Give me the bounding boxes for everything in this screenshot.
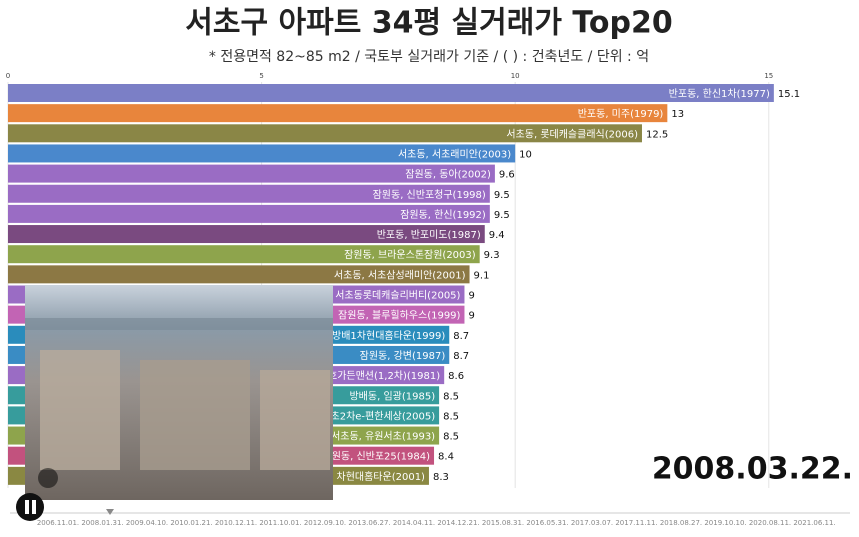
bar-label: 서초동, 유원서초(1993): [331, 431, 435, 443]
x-tick-label: 5: [259, 72, 263, 80]
bar: [8, 104, 668, 123]
x-tick-label: 0: [6, 72, 10, 80]
bar-label: 서초동, 서초래미안(2003): [398, 148, 511, 160]
value-label: 9: [468, 311, 474, 322]
timeline-label: 2020.08.11.: [749, 519, 791, 527]
timeline-label: 2017.03.07.: [571, 519, 613, 527]
value-label: 9.1: [474, 270, 490, 281]
timeline-label: 2009.04.10.: [126, 519, 168, 527]
bar-label: 서초동, 롯데캐슬클래식(2006): [506, 128, 638, 140]
x-tick-label: 10: [511, 72, 520, 80]
timeline-label: 2021.06.11.: [793, 519, 835, 527]
value-label: 9.3: [484, 250, 500, 261]
timeline-label: 2014.04.11.: [393, 519, 435, 527]
timeline-label: 2010.12.11.: [215, 519, 257, 527]
bar: [8, 84, 774, 102]
bar-label: 방배동, 임광(1985): [349, 389, 435, 402]
value-label: 9.4: [489, 230, 505, 241]
bar-label: 호가든맨션(1,2차)(1981): [328, 370, 440, 382]
bar-label: 초2차e-편한세상(2005): [331, 410, 436, 422]
bar-label: 서초동롯데캐슬리버티(2005): [335, 290, 460, 302]
timeline-label: 2016.05.31.: [526, 519, 568, 527]
chart-subtitle: * 전용면적 82~85 m2 / 국토부 실거래가 기준 / ( ) : 건축…: [209, 49, 649, 65]
bar: [8, 204, 490, 223]
timeline-label: 2010.01.21.: [170, 519, 212, 527]
timeline-marker: [106, 509, 114, 515]
photo-overlay: [25, 285, 333, 500]
bar-label: 잠원동, 강변(1987): [360, 350, 446, 362]
bar-label: 반포동, 미주(1979): [578, 108, 664, 120]
value-label: 9.5: [494, 190, 510, 201]
timeline-label: 2013.06.27.: [348, 519, 390, 527]
timeline-label: 2017.11.11.: [615, 519, 657, 527]
value-label: 8.6: [448, 371, 464, 382]
chart-title: 서초구 아파트 34평 실거래가 Top20: [185, 6, 672, 41]
timeline-label: 2015.08.31.: [482, 519, 524, 527]
bar-label: 잠원동, 블루힐하우스(1999): [338, 309, 461, 322]
value-label: 8.4: [438, 452, 454, 463]
value-label: 12.5: [646, 129, 668, 140]
timeline-label: 2011.10.01.: [259, 519, 301, 527]
value-label: 9.5: [494, 210, 510, 221]
value-label: 13: [671, 109, 684, 120]
timeline-label: 2008.01.31.: [81, 519, 123, 527]
value-label: 8.5: [443, 432, 459, 443]
bar-label: 방배1차현대홈타운(1999): [332, 329, 445, 342]
bar-label: 잠원동, 동아(2002): [405, 169, 491, 181]
bar-label: 차현대홈타운(2001): [337, 470, 426, 483]
bar-label: 반포동, 반포미도(1987): [377, 229, 481, 241]
bar: [8, 184, 490, 203]
zoom-icon[interactable]: [38, 468, 58, 488]
timeline-label: 2006.11.01.: [37, 519, 79, 527]
value-label: 8.5: [443, 391, 459, 402]
bar: [8, 124, 642, 143]
bar: [8, 225, 485, 244]
timeline-label: 2018.08.27.: [660, 519, 702, 527]
current-date: 2008.03.22.: [652, 452, 853, 487]
value-label: 15.1: [778, 89, 800, 100]
value-label: 8.5: [443, 411, 459, 422]
value-label: 8.7: [453, 331, 469, 342]
bar: [8, 144, 516, 163]
pause-button[interactable]: [16, 493, 44, 521]
timeline-label: 2012.09.10.: [304, 519, 346, 527]
value-label: 8.7: [453, 351, 469, 362]
value-label: 9: [468, 291, 474, 302]
bar-label: 서초동, 서초삼성래미안(2001): [334, 269, 466, 281]
value-label: 8.3: [433, 472, 449, 483]
bar: [8, 164, 495, 183]
bar: [8, 245, 480, 264]
bar-label: 잠원동, 브라운스톤잠원(2003): [344, 249, 476, 261]
bar-label: 잠원동, 신반포청구(1998): [373, 189, 486, 201]
value-label: 10: [519, 149, 532, 160]
timeline-label: 2019.10.10.: [704, 519, 746, 527]
bar: [8, 265, 470, 284]
bar-label: 원동, 신반포25(1984): [332, 451, 430, 463]
value-label: 9.6: [499, 170, 515, 181]
bar-label: 반포동, 한신1차(1977): [669, 88, 770, 100]
x-tick-label: 15: [764, 72, 773, 80]
timeline-label: 2014.12.21.: [437, 519, 479, 527]
bar-label: 잠원동, 한신(1992): [400, 209, 486, 221]
